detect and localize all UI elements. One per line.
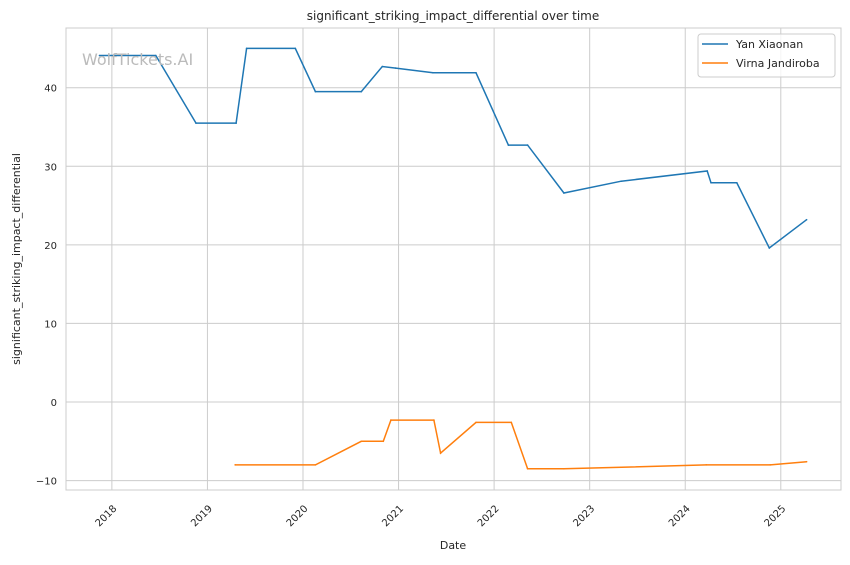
x-tick-label: 2021: [380, 503, 406, 529]
data-point: [507, 144, 510, 146]
data-point: [736, 181, 738, 184]
y-tick-label: 30: [44, 162, 57, 173]
x-tick-label: 2022: [476, 503, 502, 529]
data-point: [475, 421, 477, 424]
data-point: [360, 440, 363, 443]
legend: Yan Xiaonan Virna Jandiroba: [697, 33, 836, 78]
data-point: [805, 460, 808, 463]
x-tick-label: 2019: [189, 503, 215, 529]
y-tick-label: 40: [44, 84, 57, 95]
y-tick-label: 0: [51, 398, 57, 409]
x-tick-label: 2024: [667, 503, 693, 529]
data-point: [390, 419, 392, 421]
x-tick-label: 2025: [763, 503, 789, 529]
y-tick-label: 10: [44, 319, 57, 330]
data-point: [526, 144, 529, 146]
chart-title: significant_striking_impact_differential…: [307, 9, 599, 23]
y-tick-label: −10: [36, 477, 57, 488]
data-point: [245, 47, 248, 50]
data-point: [706, 170, 709, 172]
data-point: [805, 218, 808, 221]
data-point: [620, 180, 623, 183]
data-point: [314, 90, 317, 93]
legend-label-virna: Virna Jandiroba: [736, 57, 820, 70]
watermark: WolfTickets.AI: [82, 50, 193, 69]
data-point: [381, 65, 384, 68]
y-tick-label: 20: [44, 241, 57, 252]
x-tick-label: 2020: [285, 503, 311, 529]
data-point: [394, 67, 397, 69]
legend-box: [697, 33, 836, 78]
data-point: [475, 71, 477, 74]
series-line-virna-jandiroba: [235, 419, 807, 470]
data-point: [433, 419, 435, 421]
x-axis-label: Date: [440, 539, 467, 552]
legend-label-yan: Yan Xiaonan: [735, 38, 803, 51]
plot-area: [65, 27, 842, 491]
x-tick-label: 2018: [94, 503, 120, 529]
data-point: [510, 421, 513, 424]
data-point: [432, 71, 434, 74]
data-point: [314, 464, 317, 466]
data-point: [768, 247, 771, 249]
x-tick-label: 2023: [571, 503, 597, 529]
data-point: [235, 122, 237, 124]
data-point: [439, 452, 442, 454]
data-point: [195, 122, 197, 124]
data-point: [155, 54, 157, 57]
data-point: [98, 54, 101, 57]
data-point: [382, 440, 385, 443]
data-point: [294, 47, 297, 50]
data-point: [563, 467, 565, 470]
data-point: [526, 467, 529, 470]
data-point: [705, 464, 708, 466]
data-point: [234, 464, 236, 466]
data-point: [769, 464, 772, 466]
y-axis-label: significant_striking_impact_differential: [10, 153, 23, 365]
data-point: [710, 181, 712, 184]
data-point: [563, 192, 565, 194]
data-point: [360, 90, 363, 93]
